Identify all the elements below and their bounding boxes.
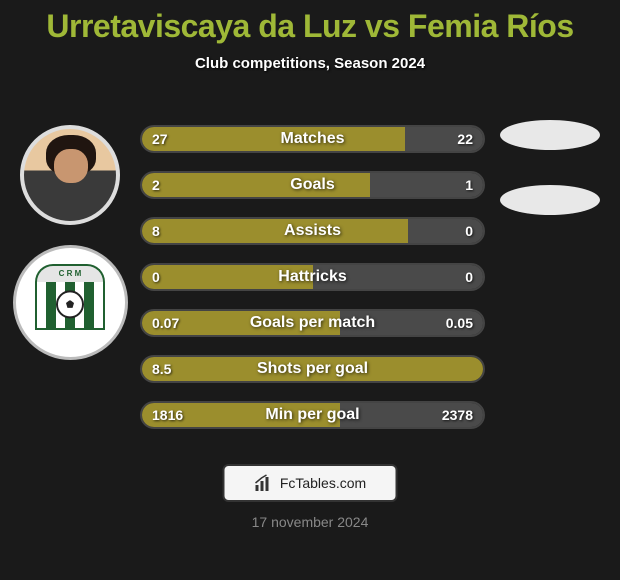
left-avatars: C R M <box>10 125 130 360</box>
stat-bar-right-value: 2378 <box>442 407 473 423</box>
stat-bar-label: Goals <box>290 176 334 194</box>
player-avatar <box>20 125 120 225</box>
stat-bar: Assists 8 0 <box>140 217 485 245</box>
stat-bar: Goals 2 1 <box>140 171 485 199</box>
stat-bar-left-value: 8 <box>152 223 160 239</box>
page-title: Urretaviscaya da Luz vs Femia Ríos <box>0 0 620 45</box>
stat-bar-left-value: 1816 <box>152 407 183 423</box>
footer-brand-badge[interactable]: FcTables.com <box>223 464 398 502</box>
stat-bar-left-value: 27 <box>152 131 168 147</box>
stat-bar-right-value: 1 <box>465 177 473 193</box>
right-avatars <box>490 120 610 215</box>
stat-bar-left-value: 0 <box>152 269 160 285</box>
stat-bar: Shots per goal 8.5 <box>140 355 485 383</box>
stat-bar-right-value: 0.05 <box>446 315 473 331</box>
date-text: 17 november 2024 <box>252 514 369 530</box>
player-placeholder <box>500 120 600 150</box>
stat-bar-left-value: 2 <box>152 177 160 193</box>
soccer-ball-icon <box>56 290 84 318</box>
stat-bar-label: Assists <box>284 222 341 240</box>
club-placeholder <box>500 185 600 215</box>
chart-icon <box>254 473 274 493</box>
club-badge: C R M <box>13 245 128 360</box>
stat-bar-label: Min per goal <box>265 406 359 424</box>
stat-bar-label: Hattricks <box>278 268 346 286</box>
club-badge-text: C R M <box>35 264 105 282</box>
stat-bar: Min per goal 1816 2378 <box>140 401 485 429</box>
stat-bar: Hattricks 0 0 <box>140 263 485 291</box>
stat-bar: Matches 27 22 <box>140 125 485 153</box>
footer-brand-text: FcTables.com <box>280 475 366 491</box>
stat-bar-right-value: 0 <box>465 223 473 239</box>
stat-bar-right-value: 0 <box>465 269 473 285</box>
stat-bar-label: Goals per match <box>250 314 375 332</box>
stat-bar: Goals per match 0.07 0.05 <box>140 309 485 337</box>
page-subtitle: Club competitions, Season 2024 <box>0 55 620 72</box>
stat-bar-label: Shots per goal <box>257 360 368 378</box>
stat-bar-label: Matches <box>280 130 344 148</box>
stats-bars: Matches 27 22 Goals 2 1 Assists 8 0 Hattricks 0 0 Go… <box>140 125 485 429</box>
stat-bar-left-value: 8.5 <box>152 361 171 377</box>
stat-bar-right-value: 22 <box>457 131 473 147</box>
stat-bar-left-value: 0.07 <box>152 315 179 331</box>
